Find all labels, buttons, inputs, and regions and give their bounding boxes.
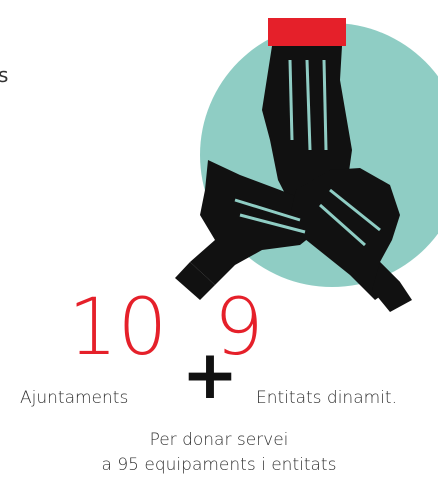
right-label: Entitats dinamit. [256, 388, 397, 408]
finger-lines [234, 59, 381, 247]
right-number: 9 [214, 283, 264, 373]
red-cuff [268, 18, 346, 46]
hands-illustration [175, 18, 438, 312]
left-number: 10 [68, 283, 167, 373]
footer-line: Per donar servei [150, 430, 289, 450]
left-sleeve [175, 262, 215, 300]
footer-line: a 95 equipaments i entitats [102, 455, 337, 475]
right-sleeve [372, 262, 412, 312]
cut-off-text: s [0, 63, 8, 87]
left-label: Ajuntaments [20, 388, 128, 408]
right-arm [290, 168, 400, 300]
plus-sign: + [182, 336, 239, 415]
left-arm [190, 160, 325, 285]
